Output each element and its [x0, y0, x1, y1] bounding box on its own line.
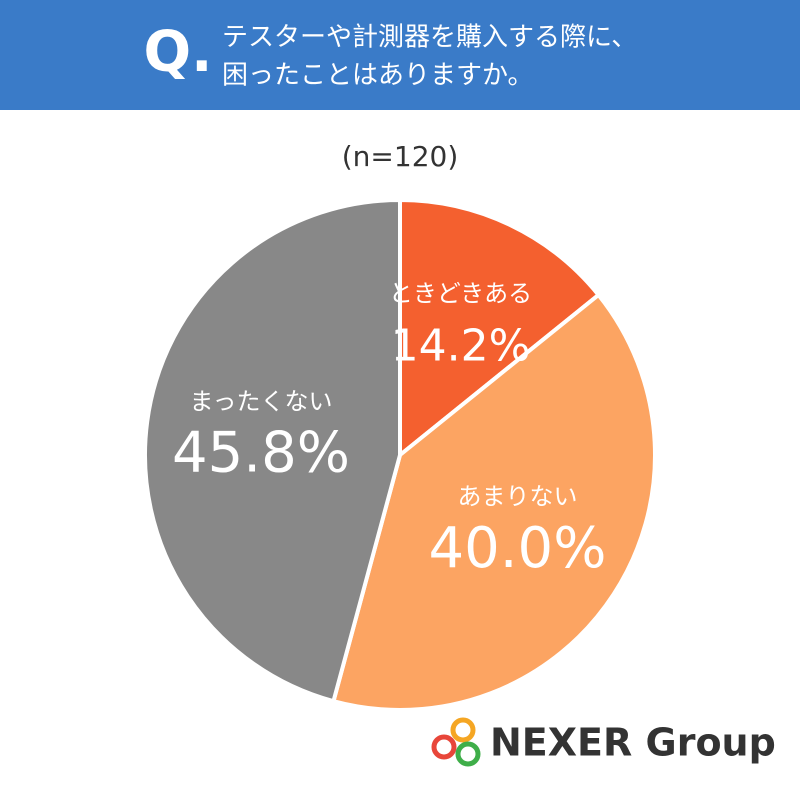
- value-label: 45.8%: [172, 421, 350, 486]
- subtitle: (n=120): [342, 140, 459, 173]
- logo-ring: [455, 741, 481, 767]
- header-band: [0, 0, 800, 110]
- title-line: テスターや計測器を購入する際に、: [222, 23, 637, 53]
- value-label: 14.2%: [391, 320, 531, 371]
- value-label: 40.0%: [429, 516, 607, 581]
- pie-slice: [398, 197, 602, 460]
- logo: NEXER Group: [431, 717, 776, 767]
- title-line: 困ったことはありますか。: [222, 61, 533, 91]
- pie-slice: [331, 292, 657, 712]
- slice-label: ときどきある: [389, 279, 532, 307]
- slice-label: まったくない: [189, 388, 332, 416]
- logo-ring: [431, 734, 457, 760]
- question-prefix: Q.: [144, 20, 213, 85]
- pie-slice: [143, 197, 402, 704]
- slice-label: あまりない: [457, 483, 577, 511]
- brand: NEXER Group: [490, 721, 776, 765]
- logo-ring: [450, 717, 476, 743]
